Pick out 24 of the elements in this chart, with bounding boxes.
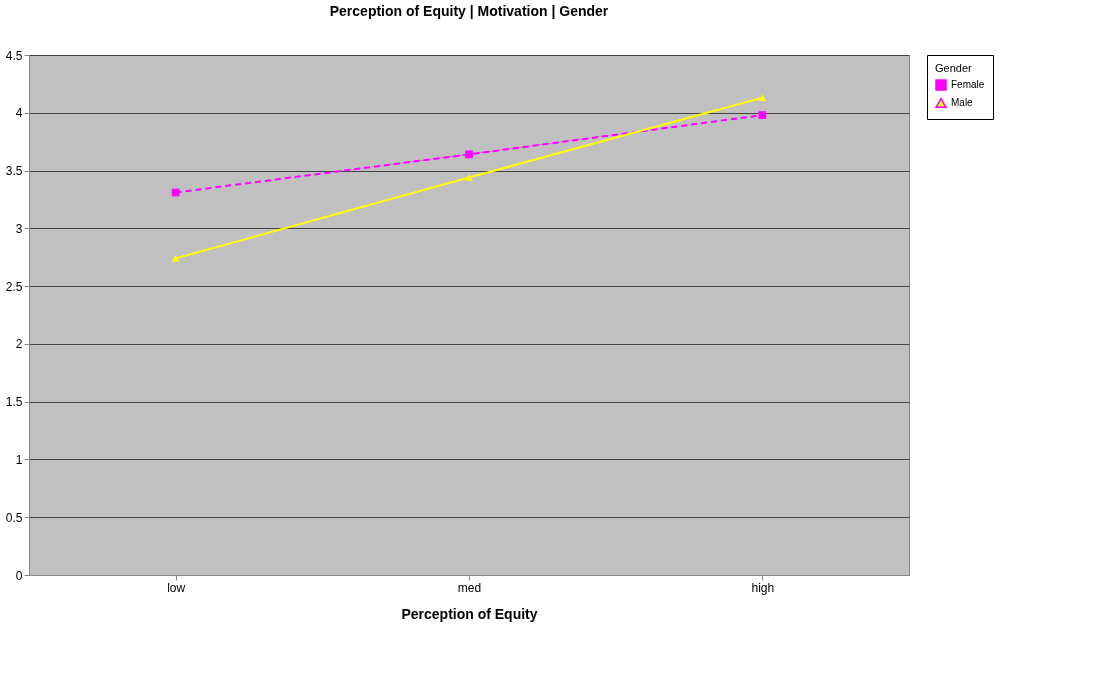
y-tick-label: 1 (15, 452, 23, 467)
y-tick-label: 2 (15, 337, 23, 352)
y-tick-label: 0.5 (5, 510, 23, 525)
point (465, 174, 473, 181)
point (758, 111, 767, 119)
chart-title: Perception of Equity | Motivation | Gender (329, 3, 609, 19)
point (171, 255, 180, 262)
x-tick-label: high (751, 580, 775, 595)
point (171, 188, 180, 197)
y-tick-label: 2.5 (5, 279, 23, 294)
y-tick-label: 4 (15, 106, 23, 121)
point (758, 94, 767, 102)
y-tick-label: 0 (15, 568, 23, 583)
x-tick-label: med (457, 580, 482, 595)
y-tick-label: 3 (15, 221, 23, 236)
point (465, 150, 473, 159)
legend-label: Female (951, 79, 985, 90)
x-tick-label: low (167, 580, 186, 595)
x-axis-title: Perception of Equity (401, 605, 538, 622)
y-tick-label: 4.5 (5, 48, 23, 63)
y-tick-label: 3.5 (5, 164, 23, 179)
legend-title: Gender (935, 62, 973, 74)
legend-label: Male (951, 97, 974, 108)
y-tick-label: 1.5 (5, 395, 23, 410)
